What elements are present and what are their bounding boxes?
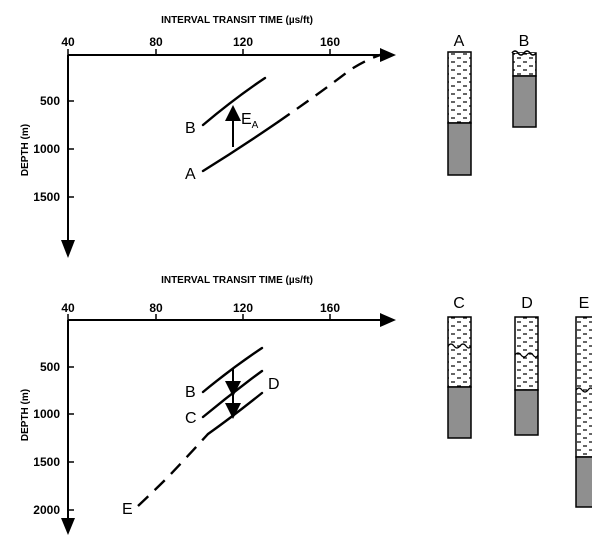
column-a-shale: [447, 51, 472, 124]
label-e-curve: E: [122, 501, 133, 518]
bottom-x-tick-label: 40: [61, 301, 75, 315]
curve-b-top: [201, 76, 267, 127]
label-d-curve: D: [268, 376, 280, 393]
top-y-tick-label: 500: [40, 94, 60, 108]
bottom-y-axis-arrowhead: [61, 518, 75, 535]
label-erosion-subscript: A: [252, 120, 259, 131]
curve-e: [137, 433, 209, 507]
bottom-x-tick-label: 80: [149, 301, 163, 315]
column-e-label: E: [579, 295, 590, 312]
curve-a-extrapolation: [277, 50, 391, 123]
top-y-axis-label: DEPTH (m): [20, 124, 31, 176]
column-b-sand: [512, 75, 537, 128]
column-c-unconformity: [447, 343, 472, 349]
top-panel: INTERVAL TRANSIT TIME (µs/ft) 40 80 120 …: [20, 15, 537, 258]
column-c-sand: [447, 386, 472, 439]
top-x-tick-label: 120: [233, 35, 253, 49]
top-axis-title: INTERVAL TRANSIT TIME (µs/ft): [161, 15, 313, 26]
bottom-x-tick-label: 120: [233, 301, 253, 315]
label-c-curve: C: [185, 410, 197, 427]
column-e-sand: [575, 456, 592, 508]
column-d-unconformity: [514, 352, 539, 358]
curve-a: [201, 120, 280, 173]
bottom-axis-title: INTERVAL TRANSIT TIME (µs/ft): [161, 275, 313, 286]
column-e-unconformity: [575, 387, 592, 393]
top-y-tick-label: 1500: [33, 190, 60, 204]
bottom-y-tick-label: 2000: [33, 503, 60, 517]
column-b-unconformity: [511, 50, 537, 56]
bottom-x-axis-arrowhead: [380, 313, 396, 327]
column-e-shale: [575, 316, 592, 458]
label-a-curve: A: [185, 166, 196, 183]
curve-d: [206, 391, 264, 436]
top-x-axis-arrowhead: [380, 48, 396, 62]
label-b-top: B: [185, 120, 196, 137]
label-erosion-ea: EA: [241, 111, 259, 131]
top-x-tick-label: 160: [320, 35, 340, 49]
top-y-tick-label: 1000: [33, 142, 60, 156]
label-b-bottom: B: [185, 384, 196, 401]
bottom-y-axis-label: DEPTH (m): [20, 389, 31, 441]
bottom-y-tick-label: 1500: [33, 455, 60, 469]
column-a-sand: [447, 122, 472, 176]
bottom-x-tick-label: 160: [320, 301, 340, 315]
top-x-tick-label: 40: [61, 35, 75, 49]
column-d-sand: [514, 389, 539, 436]
label-erosion-e: E: [241, 111, 252, 128]
bottom-panel: INTERVAL TRANSIT TIME (µs/ft) 40 80 120 …: [20, 275, 592, 535]
column-c-shale: [447, 316, 472, 388]
top-y-axis-arrowhead: [61, 240, 75, 258]
bottom-y-tick-label: 500: [40, 360, 60, 374]
column-a-label: A: [454, 33, 465, 50]
column-b-label: B: [519, 33, 530, 50]
column-d-label: D: [521, 295, 533, 312]
bottom-y-tick-label: 1000: [33, 407, 60, 421]
top-x-tick-label: 80: [149, 35, 163, 49]
column-b-shale: [512, 52, 537, 77]
column-c-label: C: [453, 295, 465, 312]
